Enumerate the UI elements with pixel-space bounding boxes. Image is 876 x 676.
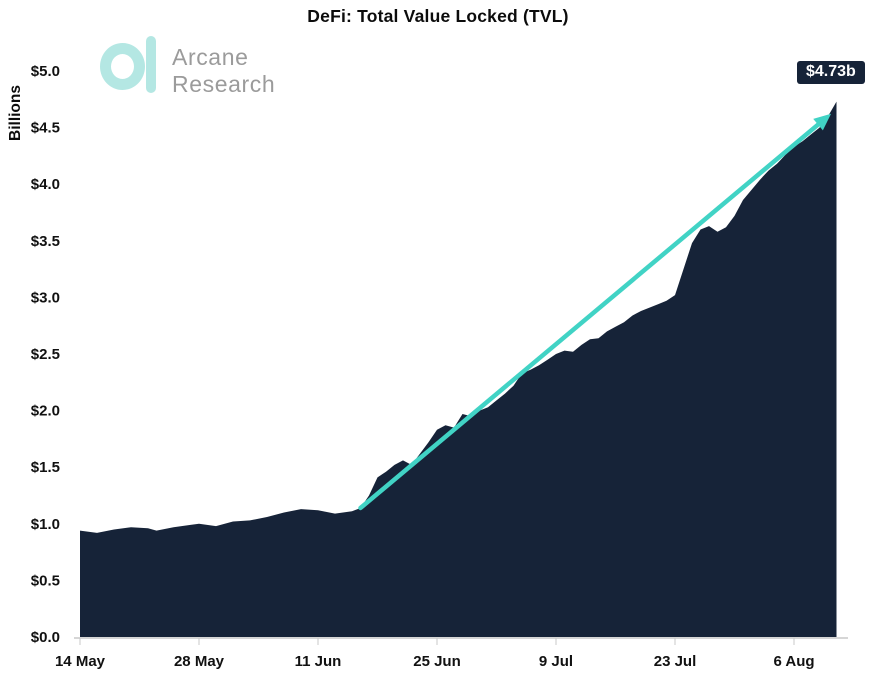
arcane-logo-wordmark: Arcane Research [172,44,275,98]
x-axis-tick-label: 9 Jul [539,653,573,670]
area-series [80,101,837,638]
y-axis-tick-label: $4.0 [31,176,60,193]
y-axis-tick-label: $0.5 [31,572,60,589]
value-callout: $4.73b [797,61,865,84]
trend-arrow-head [813,113,832,131]
x-axis-tick-label: 23 Jul [654,653,697,670]
chart-title: DeFi: Total Value Locked (TVL) [307,6,569,26]
arcane-logo-icon-bar [146,36,156,93]
y-axis-tick-label: $1.5 [31,459,60,476]
y-axis-tick-label: $2.0 [31,403,60,420]
y-axis-tick-label: $5.0 [31,63,60,80]
x-axis-tick-label: 28 May [174,653,225,670]
y-axis-tick-label: $0.0 [31,629,60,646]
y-axis-title: Billions [7,85,24,141]
y-axis-tick-label: $3.5 [31,233,60,250]
x-axis-tick-label: 11 Jun [295,653,342,670]
arcane-research-logo: Arcane Research [100,36,360,100]
arcane-logo-icon [100,43,145,90]
x-axis-tick-label: 6 Aug [773,653,814,670]
arcane-logo-wordmark-line2: Research [172,71,276,97]
x-axis-tick-label: 25 Jun [413,653,461,670]
y-axis-tick-label: $1.0 [31,516,60,533]
y-axis-tick-label: $3.0 [31,289,60,306]
y-axis-tick-label: $4.5 [31,120,60,137]
trend-arrow-line [358,120,823,511]
arcane-logo-wordmark-line1: Arcane [172,44,249,70]
x-axis-tick-label: 14 May [55,653,106,670]
y-axis-tick-label: $2.5 [31,346,60,363]
